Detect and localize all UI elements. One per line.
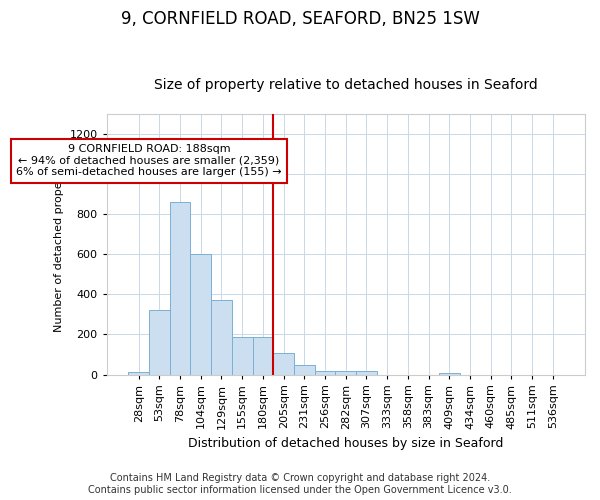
Title: Size of property relative to detached houses in Seaford: Size of property relative to detached ho…: [154, 78, 538, 92]
Bar: [253, 338, 273, 374]
Text: 9, CORNFIELD ROAD, SEAFORD, BN25 1SW: 9, CORNFIELD ROAD, SEAFORD, BN25 1SW: [121, 10, 479, 28]
Bar: [439, 372, 460, 374]
X-axis label: Distribution of detached houses by size in Seaford: Distribution of detached houses by size …: [188, 437, 503, 450]
Bar: [128, 372, 149, 374]
Bar: [294, 366, 315, 374]
Bar: [149, 310, 170, 374]
Text: 9 CORNFIELD ROAD: 188sqm
← 94% of detached houses are smaller (2,359)
6% of semi: 9 CORNFIELD ROAD: 188sqm ← 94% of detach…: [16, 144, 282, 178]
Bar: [315, 370, 335, 374]
Y-axis label: Number of detached properties: Number of detached properties: [54, 156, 64, 332]
Bar: [190, 254, 211, 374]
Bar: [273, 354, 294, 374]
Bar: [232, 338, 253, 374]
Bar: [335, 370, 356, 374]
Bar: [211, 300, 232, 374]
Bar: [356, 370, 377, 374]
Text: Contains HM Land Registry data © Crown copyright and database right 2024.
Contai: Contains HM Land Registry data © Crown c…: [88, 474, 512, 495]
Bar: [170, 202, 190, 374]
